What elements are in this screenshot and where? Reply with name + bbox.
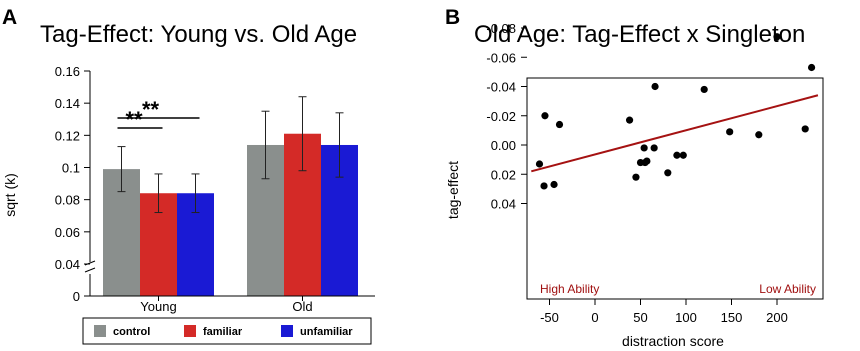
scatter-point xyxy=(651,83,658,90)
panel-b-y-tick-label: -0.08 xyxy=(486,21,516,36)
annotation-high-ability: High Ability xyxy=(540,282,599,296)
panel-a-categories: Young Old xyxy=(140,296,312,314)
panel-b-x-tick-label: 0 xyxy=(591,310,598,325)
axis-break-mark xyxy=(85,268,95,272)
scatter-point xyxy=(540,182,547,189)
panel-a-y-tick-label: 0.04 xyxy=(55,257,80,272)
legend-label-unfamiliar: unfamiliar xyxy=(300,326,353,338)
scatter-point xyxy=(651,144,658,151)
scatter-point xyxy=(680,152,687,159)
scatter-point xyxy=(773,33,780,40)
category-label-young: Young xyxy=(140,299,176,314)
scatter-point xyxy=(641,144,648,151)
panel-a-significance: ** ** xyxy=(118,97,200,132)
panel-a-y-tick-label: 0.08 xyxy=(55,193,80,208)
scatter-point xyxy=(673,152,680,159)
scatter-point xyxy=(726,128,733,135)
panel-b: B Old Age: Tag-Effect x Singleton tag-ef… xyxy=(445,6,823,349)
panel-b-y-tick-label: 0.04 xyxy=(491,197,516,212)
panel-b-y-tick-label: 0.02 xyxy=(491,167,516,182)
scatter-point xyxy=(632,174,639,181)
legend-swatch-control xyxy=(94,325,106,337)
panel-b-ylabel: tag-effect xyxy=(445,161,461,219)
panel-letter-b: B xyxy=(445,6,460,29)
panel-b-x-tick-label: -50 xyxy=(540,310,559,325)
significance-label: ** xyxy=(125,107,143,132)
panel-b-points xyxy=(536,33,815,189)
scatter-point xyxy=(664,169,671,176)
panel-a-bars xyxy=(103,134,358,296)
panel-a-title: Tag-Effect: Young vs. Old Age xyxy=(40,21,357,48)
panel-a-y-tick-label: 0.06 xyxy=(55,225,80,240)
scatter-point xyxy=(541,112,548,119)
panel-a-y-ticks: 0 0.04 0.06 0.08 0.1 0.12 0.14 0.16 xyxy=(55,64,95,304)
panel-b-x-tick-label: 200 xyxy=(766,310,788,325)
panel-b-y-tick-label: -0.02 xyxy=(486,109,516,124)
panel-a-y-tick-label: 0 xyxy=(73,289,80,304)
scatter-point xyxy=(755,131,762,138)
scatter-point xyxy=(643,157,650,164)
legend-swatch-unfamiliar xyxy=(281,325,293,337)
legend: control familiar unfamiliar xyxy=(83,318,371,344)
scatter-point xyxy=(808,64,815,71)
annotation-low-ability: Low Ability xyxy=(759,282,816,296)
panel-b-xlabel: distraction score xyxy=(622,333,724,349)
panel-b-ticks: -50 0 50 100 150 200 0.04 0.02 0.00 -0.02 -0.04 -0.… xyxy=(486,21,787,325)
scatter-point xyxy=(626,117,633,124)
panel-b-y-tick-label: -0.06 xyxy=(486,50,516,65)
panel-a-y-tick-label: 0.1 xyxy=(62,161,80,176)
scatter-point xyxy=(550,181,557,188)
scatter-point xyxy=(802,125,809,132)
panel-a-y-tick-label: 0.16 xyxy=(55,64,80,79)
panel-b-x-tick-label: 50 xyxy=(633,310,647,325)
scatter-point xyxy=(701,86,708,93)
legend-label-control: control xyxy=(113,326,150,338)
panel-b-y-tick-label: -0.04 xyxy=(486,80,516,95)
scatter-point xyxy=(556,121,563,128)
panel-a-y-tick-label: 0.12 xyxy=(55,128,80,143)
legend-swatch-familiar xyxy=(184,325,196,337)
category-label-old: Old xyxy=(292,299,312,314)
panel-b-title: Old Age: Tag-Effect x Singleton xyxy=(474,21,805,48)
legend-label-familiar: familiar xyxy=(203,326,243,338)
panel-a-y-tick-label: 0.14 xyxy=(55,96,80,111)
significance-label: ** xyxy=(142,97,160,122)
panel-b-x-tick-label: 100 xyxy=(675,310,697,325)
panel-a: A Tag-Effect: Young vs. Old Age sqrt (k)… xyxy=(2,6,375,344)
panel-b-y-tick-label: 0.00 xyxy=(491,138,516,153)
scatter-point xyxy=(536,160,543,167)
panel-b-plot-frame xyxy=(527,78,823,299)
panel-a-ylabel: sqrt (k) xyxy=(2,173,18,217)
panel-b-x-tick-label: 150 xyxy=(721,310,743,325)
trend-line xyxy=(531,95,818,171)
panel-letter-a: A xyxy=(2,6,17,29)
